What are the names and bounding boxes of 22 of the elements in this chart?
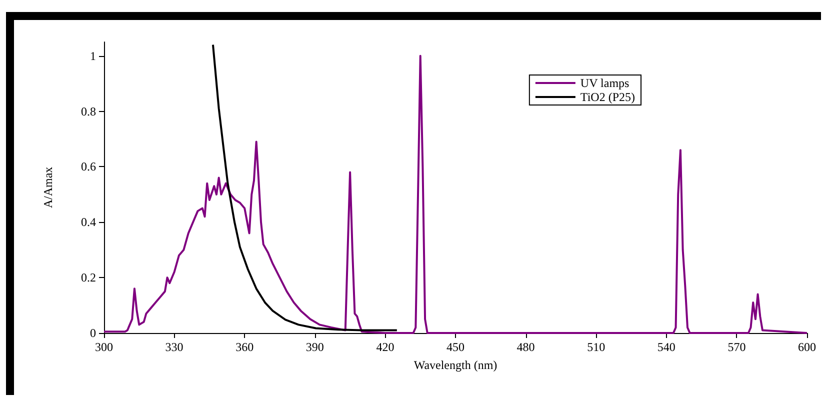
y-tick-label: 1 [90,48,96,63]
x-tick-label: 450 [446,340,464,354]
x-tick-label: 570 [728,340,746,354]
x-tick-label: 420 [376,340,394,354]
x-tick-label: 300 [95,340,113,354]
x-tick-label: 600 [798,340,816,354]
y-tick-label: 0.8 [81,104,96,118]
x-axis-title: Wavelength (nm) [414,358,498,372]
y-tick-label: 0.6 [81,160,96,174]
x-tick-label: 390 [306,340,324,354]
line-series [212,44,398,332]
x-tick-label: 480 [516,340,535,354]
y-tick-label: 0.4 [81,215,96,230]
legend-label: UV lamps [580,76,630,90]
y-tick-label: 0.2 [81,270,96,285]
legend-label: TiO2 (P25) [580,90,636,104]
x-tick-label: 330 [165,340,184,354]
y-axis-title: A/Amax [41,166,55,208]
x-tick-label: 510 [587,340,606,354]
y-tick-label: 0 [90,326,96,340]
x-tick-label: 360 [236,340,254,354]
x-tick-label: 540 [657,340,676,354]
